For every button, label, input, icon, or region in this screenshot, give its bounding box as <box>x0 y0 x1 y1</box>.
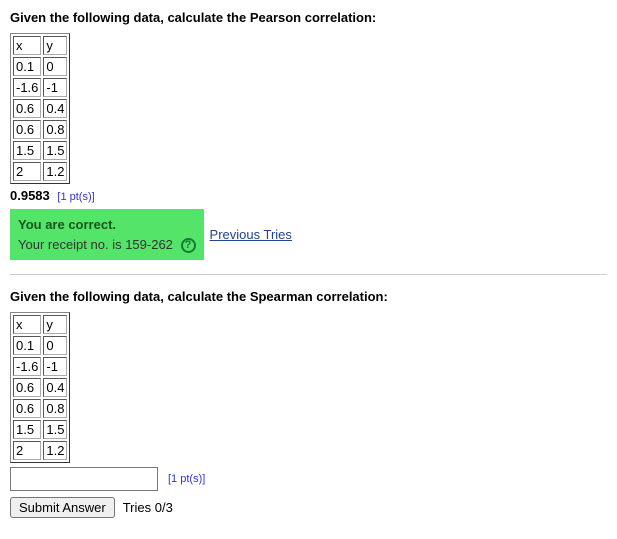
cell: 1.5 <box>13 420 41 439</box>
cell: 0.8 <box>43 120 67 139</box>
answer-input[interactable] <box>10 467 158 491</box>
question-1-data-table: x y 0.10 -1.6-1 0.60.4 0.60.8 1.51.5 21.… <box>10 33 70 184</box>
question-2-prompt: Given the following data, calculate the … <box>10 289 607 304</box>
question-2-data-table: x y 0.10 -1.6-1 0.60.4 0.60.8 1.51.5 21.… <box>10 312 70 463</box>
separator <box>10 274 607 275</box>
cell: 1.5 <box>13 141 41 160</box>
cell: -1.6 <box>13 357 41 376</box>
cell: -1.6 <box>13 78 41 97</box>
tries-label: Tries 0/3 <box>123 500 173 515</box>
cell: 0 <box>43 57 67 76</box>
cell: 2 <box>13 162 41 181</box>
question-1-answer-line: 0.9583 [1 pt(s)] <box>10 188 607 203</box>
cell: -1 <box>43 357 67 376</box>
table-row: 21.2 <box>13 162 67 181</box>
cell: 0.6 <box>13 99 41 118</box>
answer-input-row: [1 pt(s)] <box>10 467 607 491</box>
cell: 0 <box>43 336 67 355</box>
table-row: 1.51.5 <box>13 420 67 439</box>
submit-row: Submit Answer Tries 0/3 <box>10 497 607 518</box>
table-header-row: x y <box>13 36 67 55</box>
receipt-number: 159-262 <box>125 237 173 252</box>
cell: 1.5 <box>43 141 67 160</box>
col-header-x: x <box>13 315 41 334</box>
previous-tries-link[interactable]: Previous Tries <box>210 227 292 242</box>
cell: 0.6 <box>13 378 41 397</box>
question-2: Given the following data, calculate the … <box>10 289 607 518</box>
points-label: [1 pt(s)] <box>168 473 205 485</box>
table-row: -1.6-1 <box>13 78 67 97</box>
table-row: 0.60.4 <box>13 99 67 118</box>
correct-feedback-box: You are correct. Your receipt no. is 159… <box>10 209 204 260</box>
table-row: 0.10 <box>13 336 67 355</box>
cell: 1.2 <box>43 441 67 460</box>
col-header-x: x <box>13 36 41 55</box>
cell: 1.2 <box>43 162 67 181</box>
cell: 0.4 <box>43 378 67 397</box>
cell: 0.8 <box>43 399 67 418</box>
receipt-prefix: Your receipt no. is <box>18 237 125 252</box>
col-header-y: y <box>43 315 67 334</box>
question-1: Given the following data, calculate the … <box>10 10 607 260</box>
table-row: 0.60.4 <box>13 378 67 397</box>
cell: 0.4 <box>43 99 67 118</box>
feedback-row: You are correct. Your receipt no. is 159… <box>10 209 607 260</box>
table-row: 21.2 <box>13 441 67 460</box>
points-label: [1 pt(s)] <box>57 191 94 203</box>
cell: 1.5 <box>43 420 67 439</box>
table-row: 0.60.8 <box>13 120 67 139</box>
table-row: 0.10 <box>13 57 67 76</box>
table-row: 1.51.5 <box>13 141 67 160</box>
table-header-row: x y <box>13 315 67 334</box>
help-icon[interactable]: ? <box>181 238 196 253</box>
cell: 0.6 <box>13 399 41 418</box>
cell: 0.1 <box>13 336 41 355</box>
col-header-y: y <box>43 36 67 55</box>
correct-title: You are correct. <box>18 217 116 232</box>
cell: 0.1 <box>13 57 41 76</box>
cell: 0.6 <box>13 120 41 139</box>
cell: 2 <box>13 441 41 460</box>
submit-answer-button[interactable]: Submit Answer <box>10 497 115 518</box>
question-1-prompt: Given the following data, calculate the … <box>10 10 607 25</box>
cell: -1 <box>43 78 67 97</box>
table-row: 0.60.8 <box>13 399 67 418</box>
table-row: -1.6-1 <box>13 357 67 376</box>
answer-value: 0.9583 <box>10 188 50 203</box>
